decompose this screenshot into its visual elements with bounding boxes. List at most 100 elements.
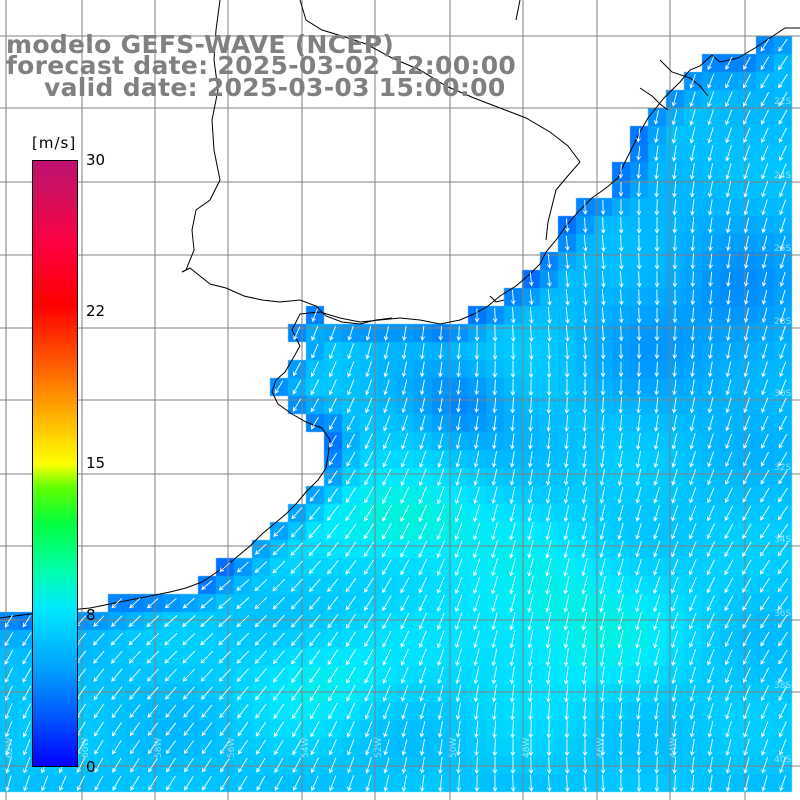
wind-arrow xyxy=(778,649,788,665)
wind-arrow xyxy=(527,612,534,631)
wind-arrow xyxy=(636,756,642,775)
wind-arrow xyxy=(527,558,534,577)
wind-arrow xyxy=(617,486,624,505)
wind-arrow xyxy=(654,397,659,414)
wind-arrow xyxy=(528,378,534,397)
wind-arrow xyxy=(546,378,552,397)
wind-arrow xyxy=(635,576,643,595)
wind-arrow xyxy=(23,757,31,774)
wind-arrow xyxy=(547,271,552,288)
wind-arrow xyxy=(581,486,588,505)
wind-arrow xyxy=(491,540,499,559)
wind-arrow xyxy=(689,469,697,486)
wind-arrow xyxy=(272,542,286,556)
wind-arrow xyxy=(545,486,552,505)
wind-arrow xyxy=(418,540,428,558)
wind-arrow xyxy=(455,450,462,468)
wind-arrow xyxy=(345,649,356,666)
wind-arrow xyxy=(255,685,267,701)
wind-arrow xyxy=(777,524,789,539)
wind-arrow xyxy=(92,632,105,646)
wind-arrow xyxy=(509,630,516,649)
wind-arrow xyxy=(23,775,31,792)
latitude-label: 36S xyxy=(774,609,791,619)
wind-arrow xyxy=(510,415,515,432)
wind-arrow xyxy=(200,686,213,700)
wind-arrow xyxy=(436,540,445,559)
wind-arrow xyxy=(474,361,480,378)
wind-arrow xyxy=(309,596,321,611)
wind-arrow xyxy=(653,702,659,721)
wind-arrow xyxy=(545,666,551,685)
wind-arrow xyxy=(565,324,570,342)
wind-arrow xyxy=(617,468,624,487)
wind-arrow xyxy=(492,433,497,450)
wind-arrow xyxy=(779,235,786,252)
land-boundary xyxy=(639,87,669,111)
wind-arrow xyxy=(436,522,445,541)
wind-arrow xyxy=(654,199,660,216)
wind-arrow xyxy=(94,721,104,737)
wind-arrow xyxy=(111,686,123,701)
wind-arrow xyxy=(456,398,461,413)
wind-arrow xyxy=(725,217,731,234)
wind-arrow xyxy=(743,379,750,396)
wind-arrow xyxy=(545,576,552,595)
wind-arrow xyxy=(761,757,768,774)
wind-arrow xyxy=(654,181,659,198)
wind-arrow xyxy=(219,740,230,755)
wind-arrow xyxy=(254,561,268,574)
wind-arrow xyxy=(382,451,391,468)
wind-arrow xyxy=(529,272,534,287)
wind-arrow xyxy=(328,470,338,484)
wind-arrow xyxy=(671,415,677,432)
wind-arrow xyxy=(5,721,13,738)
wind-arrow xyxy=(474,325,480,342)
wind-arrow xyxy=(238,775,248,791)
wind-arrow xyxy=(254,579,268,592)
wind-arrow xyxy=(327,560,339,575)
wind-arrow xyxy=(672,379,677,396)
wind-arrow xyxy=(671,702,677,720)
wind-arrow xyxy=(474,397,479,414)
land-boundary xyxy=(515,0,521,21)
wind-arrow xyxy=(724,595,734,612)
wind-arrow xyxy=(419,379,425,396)
wind-arrow xyxy=(345,487,357,504)
wind-arrow xyxy=(707,451,715,468)
wind-arrow xyxy=(545,630,552,649)
wind-arrow xyxy=(777,596,789,611)
latitude-label: 28S xyxy=(774,317,791,327)
wind-arrow xyxy=(326,523,339,539)
wind-arrow xyxy=(708,235,713,252)
wind-arrow xyxy=(760,469,770,485)
wind-arrow xyxy=(706,595,715,612)
wind-arrow xyxy=(653,684,659,703)
wind-arrow xyxy=(401,379,408,396)
wind-arrow xyxy=(545,468,551,486)
wind-arrow xyxy=(473,594,481,613)
wind-arrow xyxy=(456,774,462,793)
wind-arrow xyxy=(581,576,588,595)
wind-arrow xyxy=(473,648,480,667)
wind-arrow xyxy=(527,630,534,649)
wind-arrow xyxy=(707,649,715,666)
wind-arrow xyxy=(583,252,588,270)
wind-arrow xyxy=(345,595,357,611)
wind-arrow xyxy=(565,253,570,270)
wind-arrow xyxy=(742,487,752,503)
wind-arrow xyxy=(182,650,196,664)
wind-arrow xyxy=(311,325,319,341)
land-boundary xyxy=(181,0,221,273)
wind-arrow xyxy=(743,775,750,792)
wind-arrow xyxy=(418,504,428,523)
wind-arrow xyxy=(528,433,533,450)
wind-arrow xyxy=(474,756,480,775)
wind-arrow xyxy=(292,739,302,756)
wind-arrow xyxy=(689,163,695,180)
wind-arrow xyxy=(400,540,410,558)
wind-arrow xyxy=(110,632,123,646)
wind-arrow xyxy=(509,540,516,559)
wind-arrow xyxy=(581,648,587,667)
wind-arrow xyxy=(545,594,552,613)
